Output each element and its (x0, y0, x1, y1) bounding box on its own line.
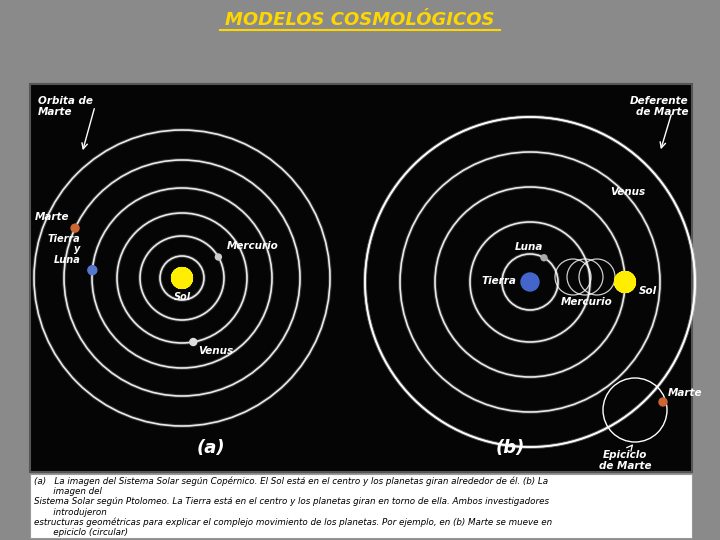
Circle shape (215, 254, 221, 260)
Text: imagen del: imagen del (34, 487, 102, 496)
Text: Marte: Marte (668, 388, 703, 398)
Text: Venus: Venus (198, 346, 233, 356)
Text: (a)   La imagen del Sistema Solar según Copérnico. El Sol está en el centro y lo: (a) La imagen del Sistema Solar según Co… (34, 477, 548, 487)
Text: Tierra
y
Luna: Tierra y Luna (48, 234, 81, 265)
Circle shape (541, 255, 547, 261)
Text: Marte: Marte (35, 212, 69, 222)
Bar (30, 474, 692, 538)
Circle shape (521, 273, 539, 291)
Circle shape (71, 224, 79, 232)
Polygon shape (614, 271, 636, 293)
Text: estructuras geométricas para explicar el complejo movimiento de los planetas. Po: estructuras geométricas para explicar el… (34, 518, 552, 527)
Circle shape (659, 398, 667, 406)
Text: (b): (b) (495, 439, 525, 457)
Text: Orbita de
Marte: Orbita de Marte (38, 96, 93, 117)
Text: Sol: Sol (639, 286, 657, 296)
Text: Luna: Luna (515, 242, 543, 252)
Text: epiciclo (circular): epiciclo (circular) (34, 528, 128, 537)
Text: Deferente
de Marte: Deferente de Marte (629, 96, 688, 117)
Text: (a): (a) (196, 439, 225, 457)
Text: Mercurio: Mercurio (561, 297, 613, 307)
Text: Sistema Solar según Ptolomeo. La Tierra está en el centro y los planetas giran e: Sistema Solar según Ptolomeo. La Tierra … (34, 497, 549, 507)
Text: introdujeron: introdujeron (34, 508, 107, 517)
Text: Mercurio: Mercurio (226, 241, 278, 251)
Text: Venus: Venus (610, 187, 645, 197)
Text: Tierra: Tierra (481, 276, 516, 286)
Polygon shape (171, 267, 193, 289)
Text: Epiciclo
de Marte: Epiciclo de Marte (599, 450, 652, 471)
Bar (30, 84, 692, 472)
Text: MODELOS COSMOLÓGICOS: MODELOS COSMOLÓGICOS (225, 11, 495, 29)
Text: Sol: Sol (174, 292, 191, 302)
Circle shape (88, 266, 97, 275)
Circle shape (190, 339, 197, 346)
